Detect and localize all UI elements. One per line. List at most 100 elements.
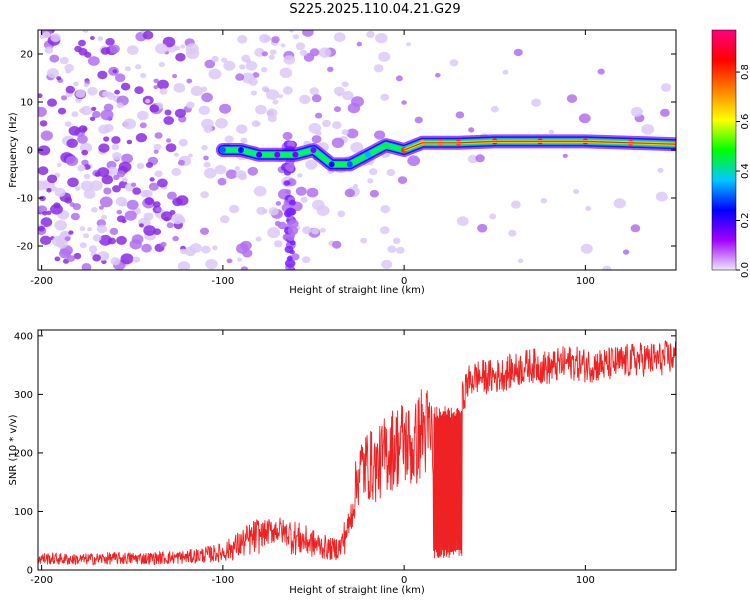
noise-blob — [158, 61, 165, 68]
noise-blob — [380, 93, 390, 101]
noise-blob — [250, 90, 257, 96]
noise-blob — [351, 96, 364, 107]
noise-blob — [97, 36, 104, 41]
noise-blob — [167, 191, 177, 200]
noise-blob — [176, 195, 189, 206]
noise-blob — [70, 212, 80, 221]
noise-blob — [491, 105, 499, 113]
noise-blob — [374, 130, 386, 140]
noise-blob — [299, 49, 308, 57]
noise-blob — [369, 168, 378, 176]
noise-blob — [322, 119, 331, 128]
noise-blob — [94, 171, 101, 177]
noise-blob — [91, 106, 97, 111]
noise-blob — [566, 94, 578, 103]
x-tick-label: -100 — [212, 276, 235, 287]
noise-blob — [237, 35, 248, 44]
noise-blob — [311, 227, 320, 235]
noise-blob — [332, 121, 342, 129]
noise-blob — [360, 237, 368, 244]
y-axis-label: Frequency (Hz) — [8, 112, 19, 188]
noise-blob — [131, 182, 137, 187]
noise-blob — [302, 226, 312, 235]
noise-blob — [116, 209, 123, 215]
noise-blob — [225, 169, 238, 179]
noise-blob — [46, 188, 52, 193]
noise-blob — [164, 109, 172, 116]
noise-blob — [204, 59, 216, 69]
chart-title: S225.2025.110.04.21.G29 — [289, 2, 461, 17]
ridge-point — [383, 142, 389, 149]
y-tick-label: 400 — [14, 331, 33, 342]
noise-blob — [140, 72, 147, 79]
noise-blob — [64, 121, 72, 127]
noise-blob — [235, 170, 247, 179]
noise-blob — [79, 226, 86, 232]
noise-blob — [42, 211, 48, 216]
noise-blob — [154, 170, 163, 178]
noise-blob — [72, 203, 82, 211]
noise-blob — [157, 178, 168, 188]
noise-blob — [295, 186, 307, 196]
noise-blob — [110, 257, 121, 266]
x-tick-label: -200 — [30, 276, 53, 287]
noise-blob — [573, 189, 580, 195]
noise-blob — [66, 255, 75, 262]
noise-blob — [380, 226, 390, 235]
noise-blob — [203, 155, 209, 161]
noise-blob — [71, 111, 79, 118]
noise-blob — [282, 131, 293, 141]
noise-blob — [186, 101, 195, 109]
noise-blob — [57, 107, 67, 115]
noise-blob — [395, 75, 403, 82]
noise-blob — [226, 258, 233, 264]
ridge-point — [238, 147, 244, 153]
noise-blob — [264, 35, 272, 42]
noise-blob — [333, 32, 346, 42]
noise-blob — [143, 225, 156, 236]
noise-blob — [513, 48, 523, 57]
noise-blob — [180, 44, 186, 49]
noise-blob — [98, 143, 110, 153]
noise-blob — [114, 89, 120, 95]
noise-blob — [173, 152, 179, 157]
noise-blob — [311, 135, 322, 144]
noise-blob — [201, 86, 208, 92]
noise-blob — [234, 166, 240, 171]
noise-blob — [53, 202, 61, 209]
ridge-point — [219, 147, 226, 153]
y-tick-label: 200 — [14, 448, 33, 459]
noise-blob — [166, 138, 172, 143]
noise-blob — [200, 191, 209, 199]
noise-blob — [295, 42, 306, 51]
noise-blob — [286, 256, 293, 262]
noise-blob — [98, 205, 104, 210]
noise-blob — [217, 177, 227, 186]
noise-blob — [215, 118, 228, 129]
noise-blob — [205, 259, 218, 270]
colorbar-tick-label: 0.0 — [740, 262, 750, 278]
noise-blob — [190, 243, 202, 253]
noise-blob — [116, 102, 124, 109]
noise-blob — [153, 143, 162, 151]
noise-blob — [153, 201, 161, 208]
noise-blob — [387, 245, 397, 253]
noise-blob — [188, 153, 193, 158]
colorbar-tick-label: 0.8 — [740, 64, 750, 80]
noise-blob — [38, 106, 47, 117]
noise-blob — [65, 155, 79, 167]
noise-blob — [101, 214, 107, 220]
snr-plot — [38, 340, 676, 566]
noise-blob — [109, 44, 120, 54]
noise-blob — [255, 236, 262, 242]
noise-blob — [136, 162, 145, 170]
noise-blob — [477, 223, 488, 233]
noise-blob — [75, 186, 81, 191]
noise-blob — [180, 248, 187, 255]
noise-blob — [142, 30, 154, 40]
noise-blob — [288, 30, 294, 33]
noise-blob — [279, 67, 293, 79]
noise-blob — [88, 245, 98, 253]
noise-blob — [153, 78, 159, 84]
x-tick-label: 100 — [576, 575, 595, 586]
